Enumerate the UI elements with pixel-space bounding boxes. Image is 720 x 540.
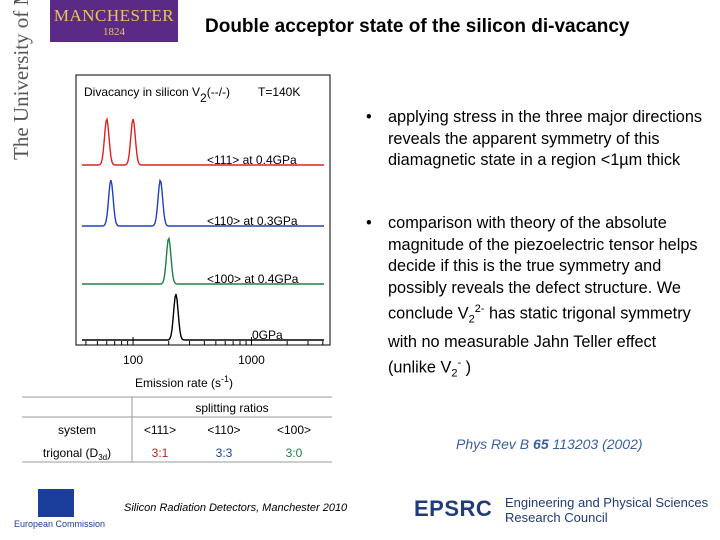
- reference: Phys Rev B 65 113203 (2002): [456, 436, 643, 452]
- bullet: • applying stress in the three major dir…: [366, 107, 706, 172]
- trace-label: 0GPa: [252, 328, 283, 342]
- slide-title: Double acceptor state of the silicon di-…: [205, 16, 630, 37]
- table-header: <100>: [277, 423, 311, 437]
- x-tick-label: 1000: [238, 353, 265, 367]
- temperature: T=140K: [258, 85, 300, 99]
- table-header: <111>: [144, 423, 176, 437]
- bullet-text: comparison with theory of the absolute m…: [388, 214, 698, 380]
- table-header: system: [58, 423, 96, 437]
- plot-frame: [75, 74, 331, 346]
- table: splitting ratios system <111> <110> <100…: [22, 396, 332, 463]
- trace-label: <110> at 0.3GPa: [207, 214, 298, 228]
- eu-label: European Commission: [14, 519, 106, 529]
- table-header: <110>: [207, 423, 240, 437]
- trace: [82, 293, 324, 341]
- x-axis-label: Emission rate (s-1): [135, 374, 233, 390]
- table-cell: 3:0: [286, 446, 303, 460]
- bullet-dot: •: [366, 214, 372, 232]
- university-logo: MANCHESTER 1824: [50, 0, 178, 42]
- trace-label: <111> at 0.4GPa: [207, 153, 297, 167]
- footer: Silicon Radiation Detectors, Manchester …: [124, 502, 348, 514]
- trace: [82, 236, 324, 285]
- bullet-text: applying stress in the three major direc…: [388, 108, 703, 170]
- epsrc-logo: EPSRC: [414, 496, 493, 521]
- trace: [82, 178, 324, 227]
- logo-name: MANCHESTER: [53, 6, 175, 25]
- epsrc-name: Engineering and Physical Sciences Researc…: [505, 495, 709, 525]
- table-cell: 3:1: [152, 446, 169, 460]
- eu-flag: [38, 489, 74, 517]
- figure-title: Divacancy in silicon V2(--/-): [84, 85, 230, 105]
- bullet: • comparison with theory of the absolute…: [366, 213, 706, 386]
- figure: Divacancy in silicon V2(--/-) T=140K Emi…: [75, 74, 331, 390]
- table-caption: splitting ratios: [195, 401, 268, 415]
- logo-year: 1824: [103, 26, 125, 38]
- x-tick-label: 100: [123, 353, 143, 367]
- trace: [82, 116, 324, 166]
- trace-label: <100> at 0.4GPa: [207, 272, 299, 286]
- table-cell: trigonal (D3d): [43, 446, 111, 462]
- bullet-dot: •: [366, 108, 372, 126]
- table-cell: 3:3: [216, 446, 233, 460]
